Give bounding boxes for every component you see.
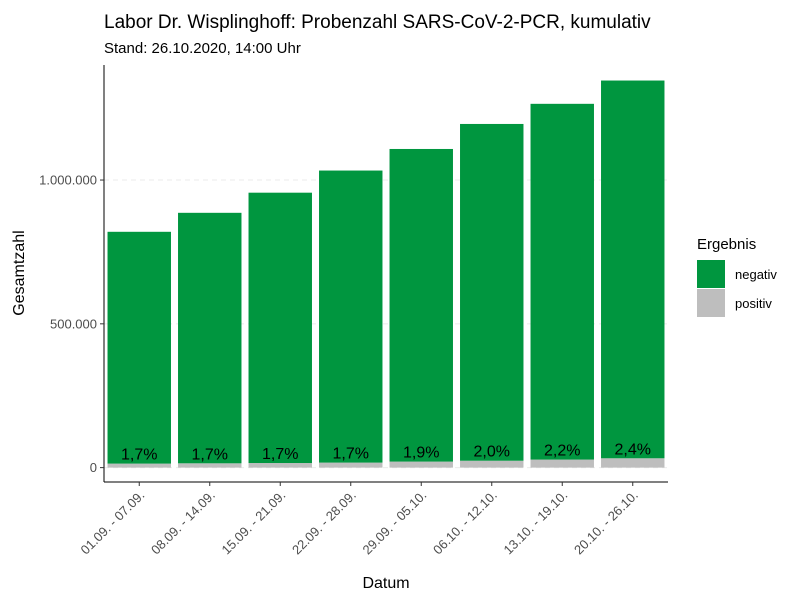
y-axis-label: Gesamtzahl <box>11 230 28 315</box>
bar-negativ <box>601 80 665 459</box>
chart-subtitle: Stand: 26.10.2020, 14:00 Uhr <box>104 40 301 57</box>
bars <box>107 80 665 468</box>
plot-area: 1,7% 1,7% 1,7% 1,7% 1,9% 2,0% 2,2% 2,4% 0 500.00… <box>39 65 668 557</box>
legend-label-positiv: positiv <box>735 296 772 311</box>
data-label: 2,4% <box>615 441 651 458</box>
x-tick-label: 15.09. - 21.09. <box>218 488 288 558</box>
data-label: 2,2% <box>544 443 580 460</box>
bar-positiv <box>178 463 242 468</box>
bar-positiv <box>460 460 524 468</box>
legend: Ergebnis negativ positiv <box>697 236 777 317</box>
bar-positiv <box>530 459 594 468</box>
x-tick-label: 01.09. - 07.09. <box>77 488 147 558</box>
y-axis-ticks: 0 500.000 1.000.000 <box>39 173 104 475</box>
bar-positiv <box>248 463 312 468</box>
legend-title: Ergebnis <box>697 236 756 253</box>
bar-negativ <box>319 170 383 463</box>
legend-swatch-negativ <box>697 260 725 288</box>
bar-positiv <box>601 458 665 468</box>
legend-swatch-positiv <box>697 289 725 317</box>
y-tick-label: 0 <box>90 460 97 475</box>
legend-label-negativ: negativ <box>735 267 777 282</box>
data-labels: 1,7% 1,7% 1,7% 1,7% 1,9% 2,0% 2,2% 2,4% <box>121 441 651 463</box>
bar-negativ <box>389 148 453 462</box>
y-tick-label: 1.000.000 <box>39 173 97 188</box>
x-tick-label: 29.09. - 05.10. <box>359 488 429 558</box>
bar-negativ <box>248 192 312 464</box>
bar-positiv <box>107 463 171 468</box>
data-label: 1,7% <box>262 446 298 463</box>
data-label: 1,9% <box>403 445 439 462</box>
x-tick-label: 06.10. - 12.10. <box>430 488 500 558</box>
bar-negativ <box>460 123 524 461</box>
x-axis-label: Datum <box>362 575 409 592</box>
x-tick-label: 13.10. - 19.10. <box>500 488 570 558</box>
data-label: 1,7% <box>192 446 228 463</box>
y-tick-label: 500.000 <box>50 316 97 331</box>
data-label: 1,7% <box>121 447 157 464</box>
x-axis-ticks: 01.09. - 07.09. 08.09. - 14.09. 15.09. - 2… <box>77 482 641 558</box>
data-label: 1,7% <box>333 446 369 463</box>
bar-negativ <box>530 103 594 460</box>
bar-negativ <box>107 231 171 464</box>
bar-positiv <box>319 462 383 468</box>
bar-positiv <box>389 461 453 468</box>
x-tick-label: 22.09. - 28.09. <box>289 488 359 558</box>
data-label: 2,0% <box>474 444 510 461</box>
x-tick-label: 08.09. - 14.09. <box>148 488 218 558</box>
x-tick-label: 20.10. - 26.10. <box>571 488 641 558</box>
chart-title: Labor Dr. Wisplinghoff: Probenzahl SARS-… <box>104 12 651 33</box>
bar-negativ <box>178 212 242 464</box>
